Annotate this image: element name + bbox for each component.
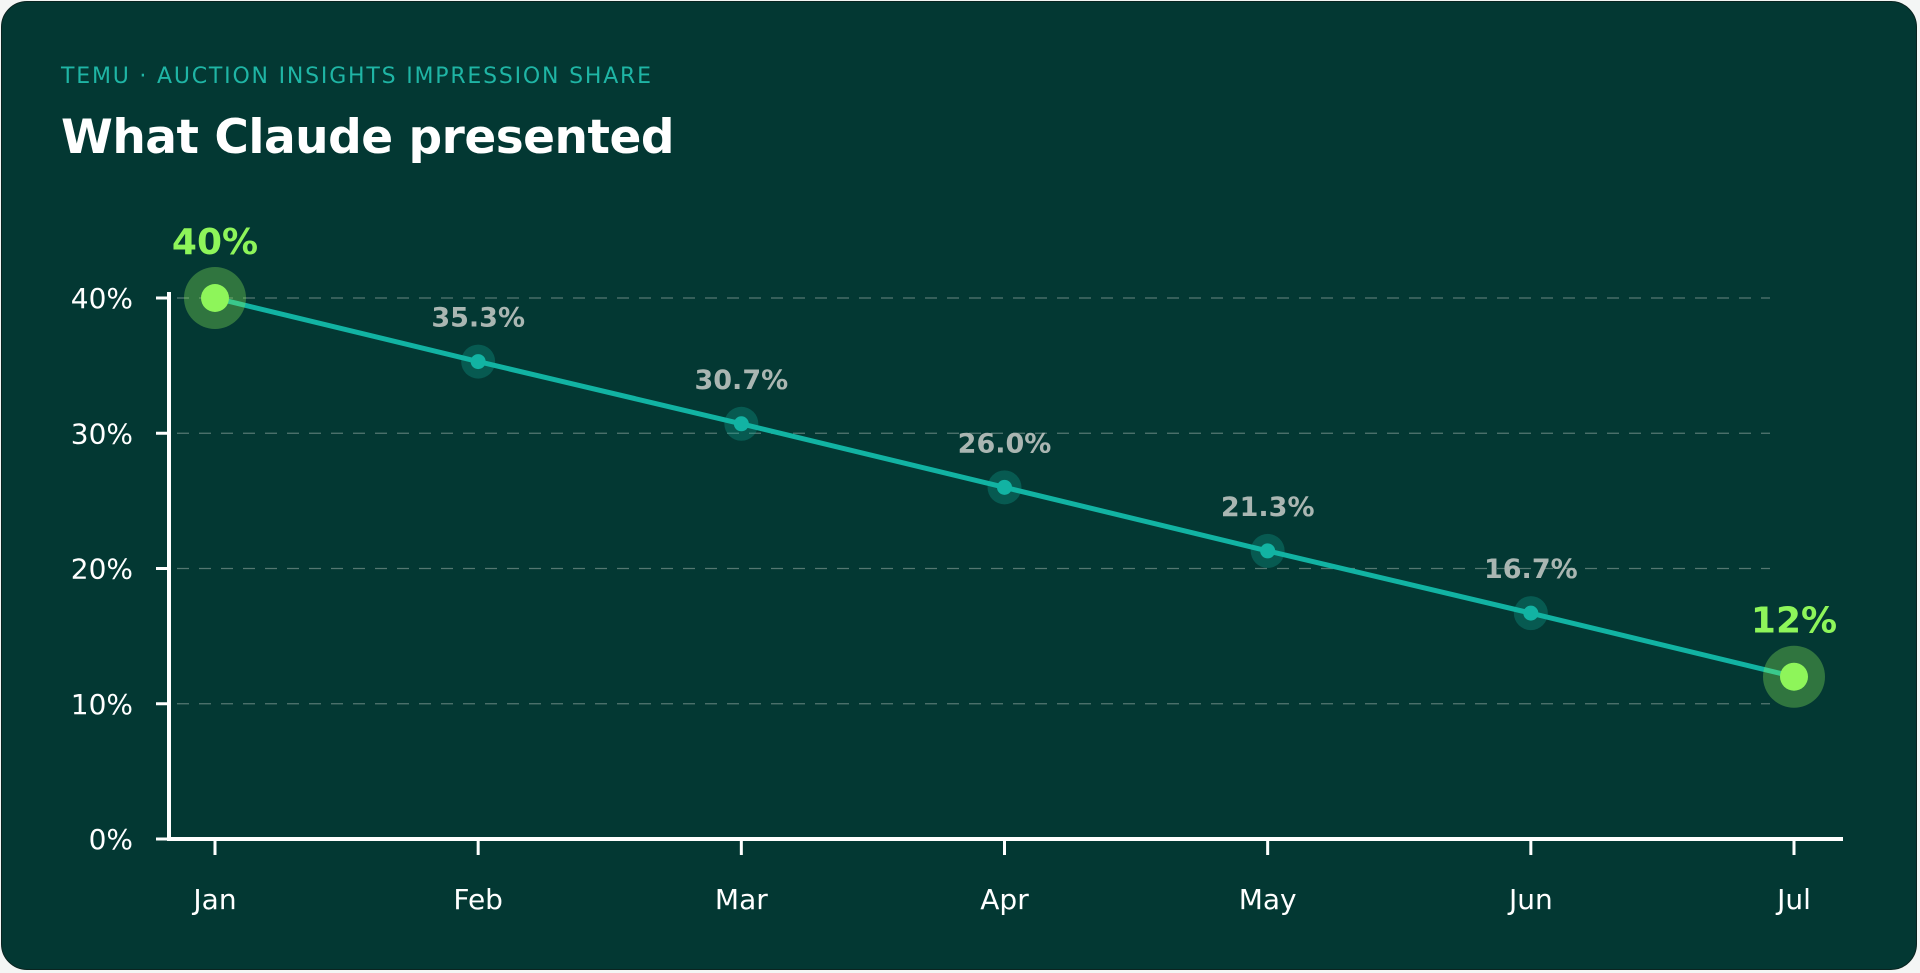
data-point (733, 416, 749, 432)
chart-title: What Claude presented (61, 110, 675, 165)
data-point (201, 284, 229, 312)
x-tick-label: Apr (980, 883, 1029, 916)
data-label: 35.3% (431, 303, 525, 334)
data-label: 12% (1751, 601, 1837, 642)
y-tick-label: 20% (71, 553, 133, 586)
x-tick-label: Feb (453, 883, 503, 916)
y-tick-label: 40% (71, 282, 133, 315)
x-tick-label: May (1239, 883, 1297, 916)
x-tick-label: Mar (715, 883, 768, 916)
x-tick-label: Jun (1507, 883, 1553, 916)
x-tick-label: Jan (191, 883, 236, 916)
data-point (470, 354, 486, 370)
data-point (1780, 662, 1808, 691)
data-point (1523, 605, 1539, 621)
data-label: 26.0% (958, 428, 1052, 459)
data-label: 40% (172, 222, 258, 263)
chart-eyebrow: TEMU · AUCTION INSIGHTS IMPRESSION SHARE (61, 64, 653, 89)
data-label: 16.7% (1484, 554, 1578, 585)
data-point (997, 479, 1012, 495)
y-tick-label: 10% (71, 688, 133, 721)
data-label: 21.3% (1221, 492, 1315, 523)
data-label: 30.7% (694, 365, 788, 396)
y-tick-label: 0% (89, 823, 133, 856)
y-tick-label: 30% (71, 417, 133, 450)
data-point (1260, 543, 1276, 559)
x-tick-label: Jul (1775, 883, 1811, 916)
